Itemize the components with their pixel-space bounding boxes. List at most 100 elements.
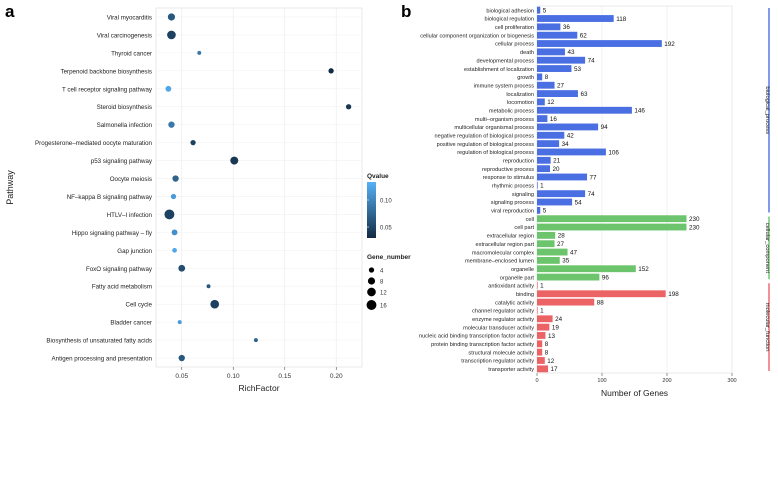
data-point [178, 354, 185, 362]
category-label: response to stimulus [483, 175, 535, 181]
bar [537, 248, 568, 256]
data-point [190, 139, 196, 146]
category-label: immune system process [474, 83, 535, 89]
value-label: 35 [562, 258, 570, 265]
category-label: transcription regulator activity [461, 359, 534, 365]
value-label: 230 [689, 224, 700, 231]
value-label: 13 [548, 333, 556, 340]
panel-a-points [164, 13, 352, 362]
value-label: 47 [570, 249, 578, 256]
value-label: 43 [567, 49, 575, 56]
value-label: 16 [550, 116, 558, 123]
pathway-label: p53 signaling pathway [91, 158, 153, 165]
size-legend-dot [368, 267, 375, 273]
bar [537, 215, 687, 223]
pathway-label: Steroid biosynthesis [97, 104, 152, 111]
bar [537, 23, 561, 31]
category-label: negative regulation of biological proces… [434, 133, 534, 139]
bar [537, 106, 632, 114]
bar [537, 15, 614, 22]
value-label: 54 [575, 199, 583, 206]
value-label: 74 [588, 191, 596, 198]
bar [537, 307, 538, 314]
panel-a-gridlines [156, 8, 362, 367]
pathway-label: Salmonella infection [97, 122, 153, 129]
panel-b-bars [537, 6, 687, 373]
data-point [177, 320, 182, 325]
value-label: 63 [580, 91, 588, 98]
category-label: nucleic acid binding transcription facto… [419, 334, 534, 340]
data-point [165, 85, 172, 92]
category-label: macromolecular complex [472, 250, 534, 256]
value-label: 17 [551, 366, 559, 373]
data-point [168, 121, 175, 128]
size-legend-label: 8 [380, 280, 384, 286]
group-label: cellular_component [764, 223, 770, 274]
value-label: 5 [543, 208, 547, 215]
category-label: cellular process [495, 42, 534, 48]
x-tick-label: 100 [597, 378, 606, 384]
bar [537, 298, 595, 306]
data-point [170, 193, 177, 200]
category-label: protein binding transcription factor act… [431, 342, 534, 348]
value-label: 8 [545, 74, 549, 81]
category-label: signaling process [491, 200, 534, 206]
category-label: reproductive process [482, 167, 534, 173]
pathway-label: Gap junction [117, 248, 152, 255]
pathway-label: Biosynthesis of unsaturated fatty acids [46, 338, 152, 345]
size-legend-dot [366, 300, 377, 310]
pathway-label: Bladder cancer [110, 320, 152, 327]
bar [537, 348, 543, 356]
bar [537, 290, 666, 298]
bar [537, 40, 662, 47]
panel-a-bubble-chart: Viral myocarditis Viral carcinogenesis Thy… [5, 7, 411, 393]
colorbar-tick-label: 0.05 [380, 226, 392, 232]
pathway-label: Oocyte meiosis [110, 176, 152, 183]
data-point [172, 175, 179, 182]
panel-a-label: a [5, 2, 15, 21]
x-tick-label: 0.10 [227, 373, 240, 380]
bar [537, 90, 578, 97]
category-label: localization [506, 92, 534, 98]
category-label: organelle part [500, 275, 535, 281]
value-label: 20 [553, 166, 561, 173]
size-legend-dot [367, 287, 376, 297]
size-legend-dot [367, 277, 376, 285]
category-label: signaling [512, 192, 534, 198]
pathway-label: Cell cycle [126, 302, 153, 309]
value-label: 53 [574, 66, 582, 73]
qvalue-legend-title: Qvalue [367, 173, 389, 180]
pathway-label: NF–kappa B signaling pathway [67, 194, 153, 201]
group-label: molecular_function [764, 303, 770, 352]
data-point [345, 104, 352, 110]
pathway-label: FoxO signaling pathway [86, 266, 153, 273]
category-label: biological adhesion [486, 8, 534, 14]
value-label: 96 [602, 274, 610, 281]
panel-b-category-labels: biological adhesion biological regulation… [419, 8, 534, 373]
x-tick-label: 200 [662, 378, 671, 384]
value-label: 42 [567, 133, 575, 140]
category-label: structural molecule activity [468, 350, 534, 356]
bar [537, 315, 553, 323]
value-label: 27 [557, 241, 565, 248]
panel-a-y-axis-title: Pathway [5, 170, 15, 205]
category-label: biological regulation [485, 17, 534, 23]
bar [537, 123, 599, 131]
data-point [178, 264, 186, 272]
category-label: transporter activity [488, 367, 534, 373]
pathway-label: Hippo signaling pathway – fly [72, 230, 153, 237]
qvalue-colorbar [367, 182, 376, 238]
bar [537, 31, 578, 39]
bar [537, 332, 546, 339]
category-label: death [520, 50, 534, 56]
value-label: 88 [597, 299, 605, 306]
data-point [164, 209, 175, 220]
bar [537, 48, 565, 56]
bar [537, 323, 550, 331]
data-point [328, 68, 334, 74]
data-point [253, 338, 258, 343]
category-label: viral reproduction [491, 209, 534, 215]
bar [537, 173, 588, 181]
bar [537, 231, 556, 239]
